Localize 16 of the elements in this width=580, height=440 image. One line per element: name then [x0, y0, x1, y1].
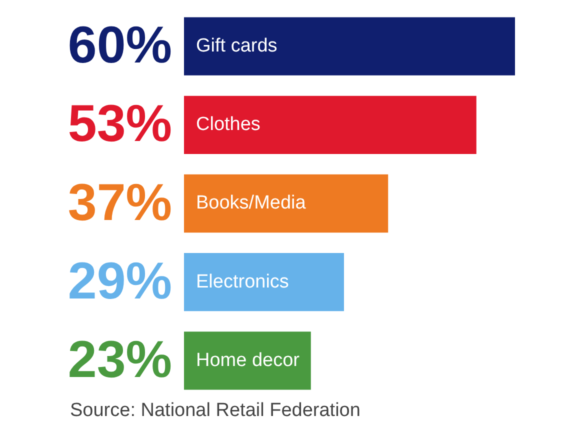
source-note: Source: National Retail Federation — [70, 400, 360, 422]
bar — [184, 253, 344, 312]
y-tick-label: Gift cards — [196, 36, 278, 57]
data-label: 53% — [68, 95, 172, 154]
data-label: 37% — [68, 174, 172, 232]
data-label: 23% — [68, 331, 172, 390]
data-label: 29% — [68, 252, 172, 310]
bar — [184, 96, 476, 154]
bar — [184, 332, 311, 390]
y-tick-label: Home decor — [196, 350, 300, 371]
data-label: 60% — [68, 16, 172, 75]
y-tick-label: Electronics — [196, 271, 289, 292]
bar — [184, 174, 388, 233]
y-tick-label: Books/Media — [196, 192, 306, 214]
y-tick-label: Clothes — [196, 114, 260, 136]
bar — [184, 17, 515, 76]
